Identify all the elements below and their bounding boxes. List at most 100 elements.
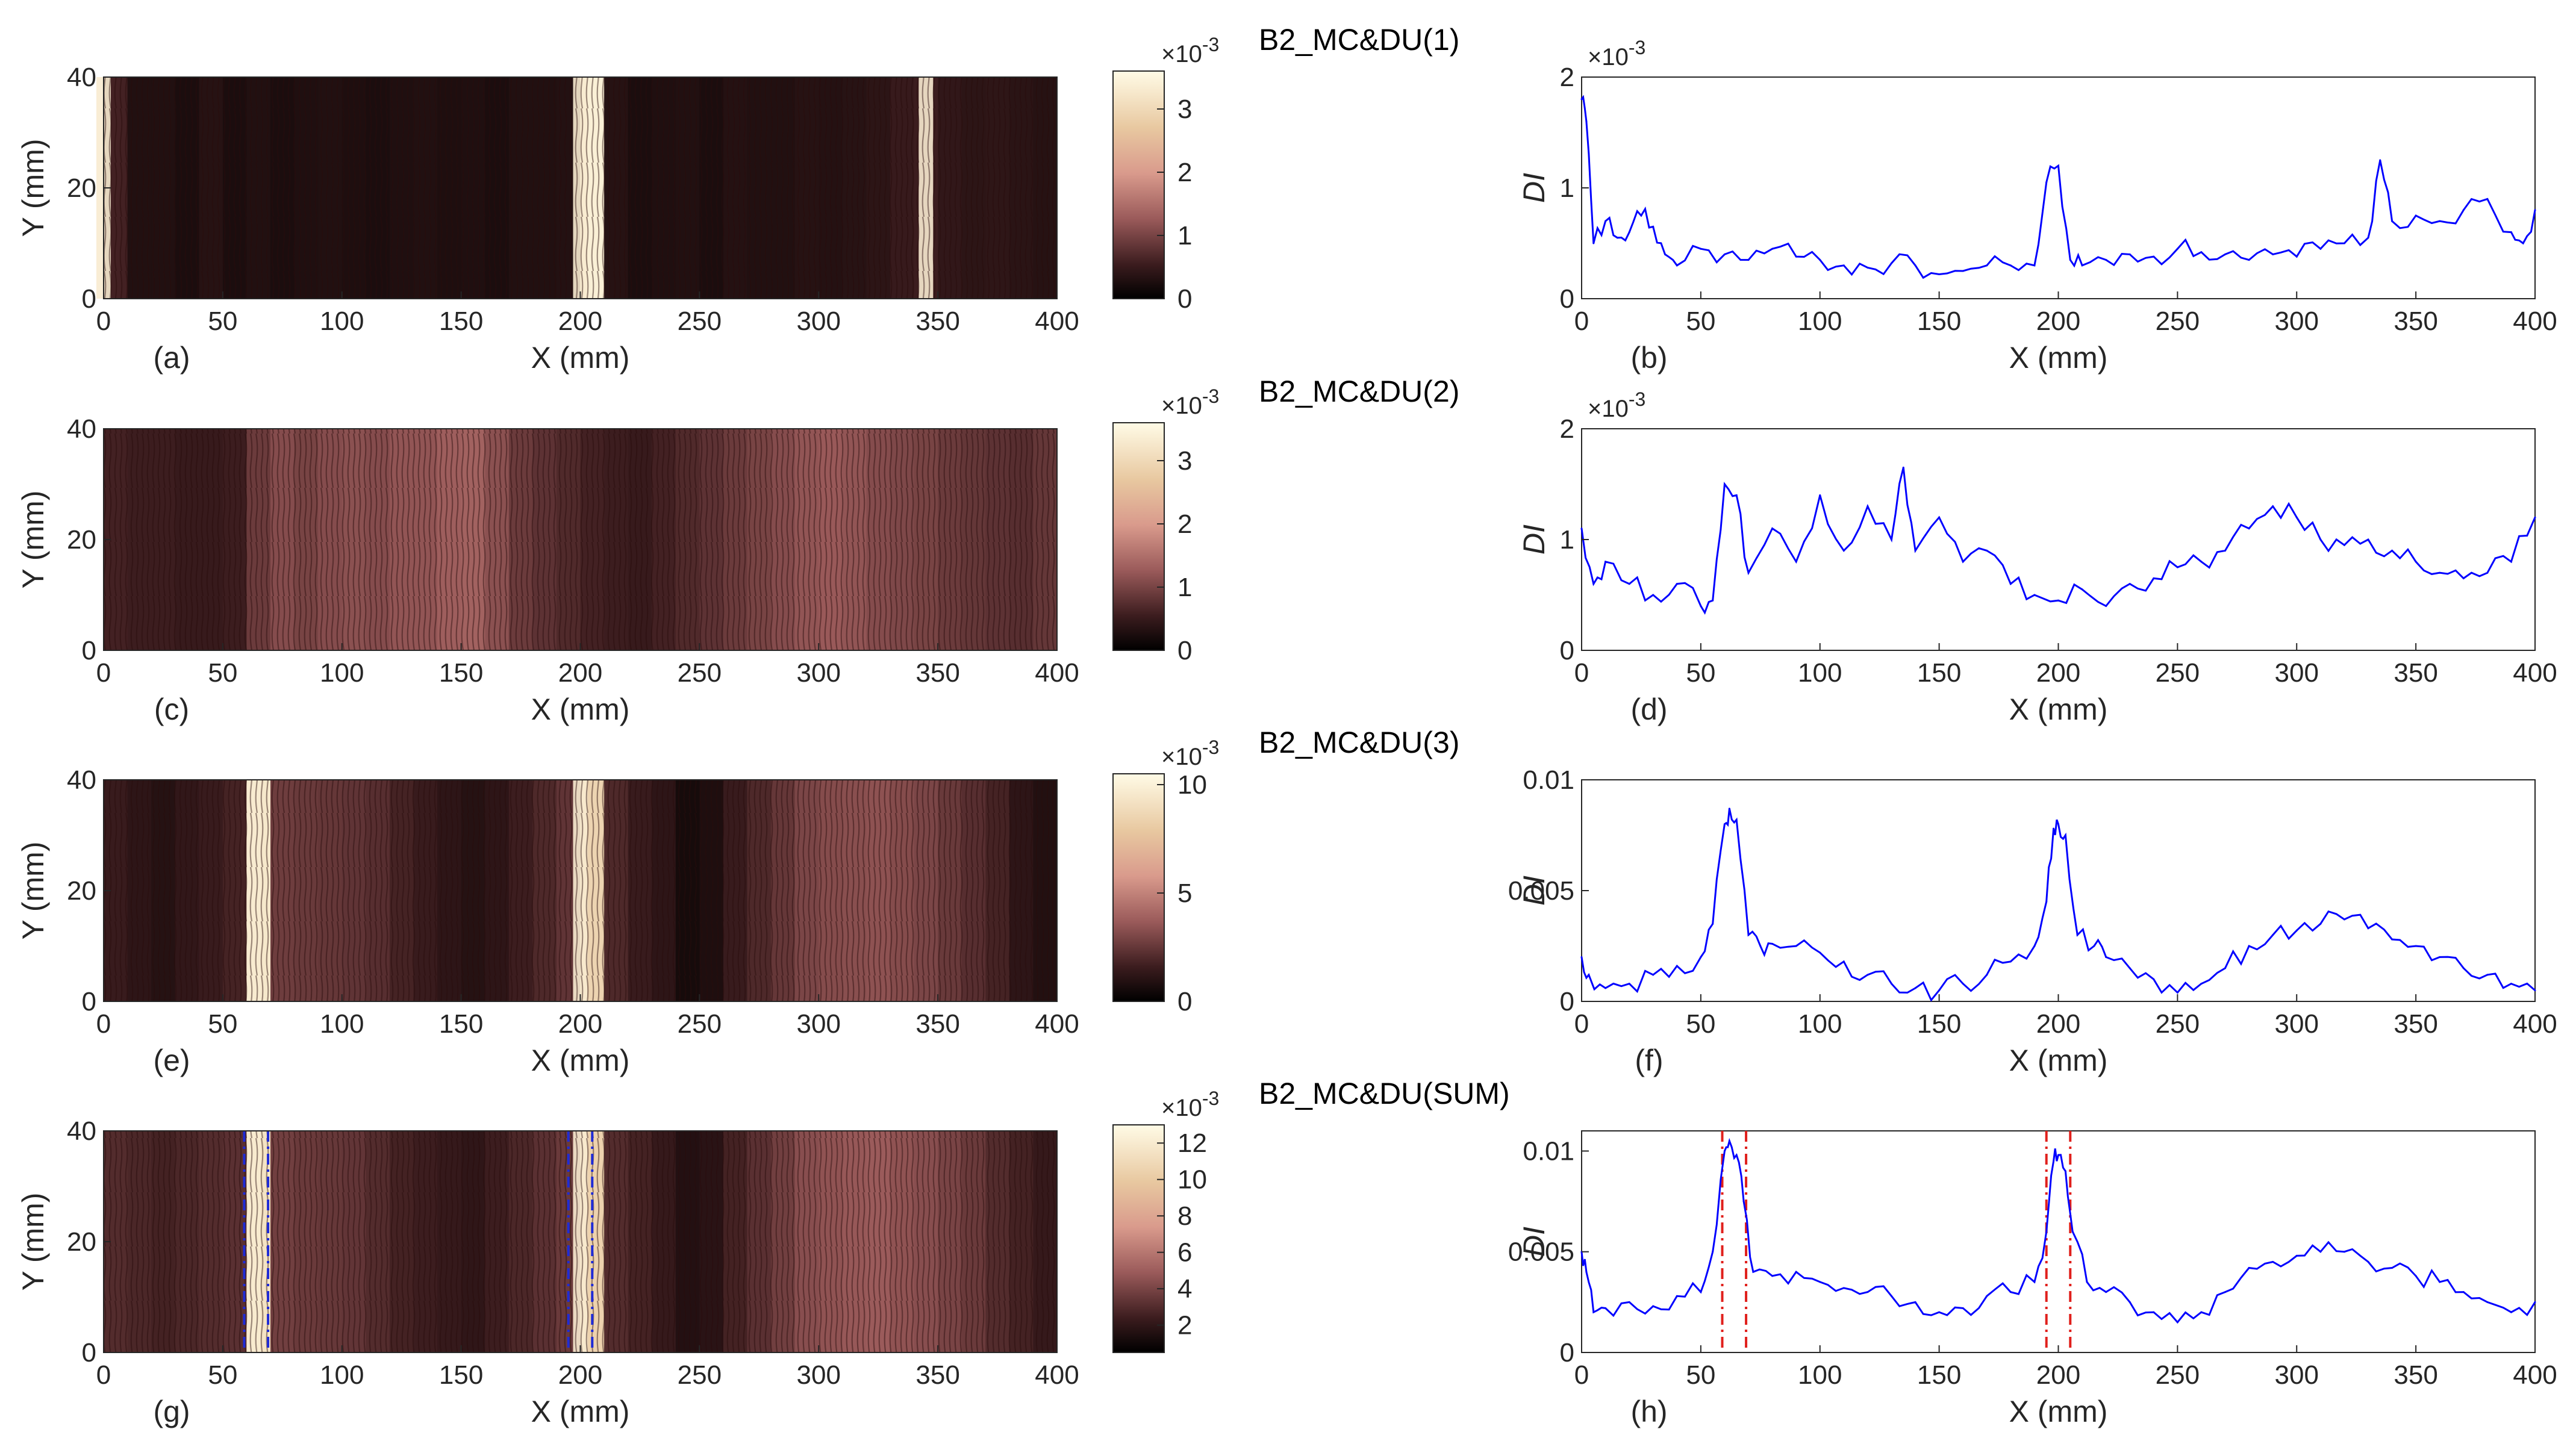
data-point	[2248, 259, 2250, 261]
data-point	[2343, 544, 2345, 546]
heatmap-panel-g: 0 50 100 150 200 250 300 350 400 X (mm) 0 20 40 Y (mm…	[16, 1077, 1510, 1428]
data-point	[1867, 505, 1869, 508]
x-tick-label: 400	[1035, 1360, 1079, 1390]
data-point	[1771, 528, 1774, 530]
colorbar-exponent: ×10-3	[1161, 385, 1219, 419]
x-tick-label: 400	[2513, 1009, 2557, 1039]
y-tick-label: 0.005	[1508, 876, 1574, 906]
x-tick-label: 0	[1574, 1360, 1589, 1390]
data-point	[2391, 220, 2394, 222]
data-point	[2379, 159, 2381, 161]
y-exponent-base: ×10	[1588, 396, 1629, 422]
data-point	[1962, 1307, 1964, 1309]
data-point	[1819, 951, 1821, 954]
data-point	[2153, 978, 2155, 980]
data-point	[1712, 599, 1714, 602]
y-tick-label: 0	[82, 636, 96, 665]
data-point	[1723, 1150, 1726, 1152]
colorbar-tick-label: 3	[1177, 446, 1192, 476]
x-tick-label: 100	[320, 1360, 364, 1390]
data-point	[1819, 259, 1821, 261]
data-point	[1652, 1305, 1654, 1307]
x-tick-label: 100	[320, 1009, 364, 1039]
data-point	[2033, 945, 2036, 947]
y-axis-exponent: ×10-3	[1588, 37, 1645, 70]
data-point	[2319, 247, 2322, 250]
data-point	[2128, 967, 2131, 969]
data-point	[1723, 253, 1726, 255]
data-point	[1700, 605, 1702, 607]
colorbar-tick-label: 6	[1177, 1238, 1192, 1268]
plot-frame	[1581, 428, 2536, 651]
plot-frame	[1581, 1130, 2536, 1353]
data-point	[1723, 483, 1726, 485]
y-exponent-power: -3	[1629, 388, 1645, 410]
data-point	[1795, 561, 1797, 563]
data-point	[1938, 516, 1941, 518]
data-point	[2053, 1160, 2055, 1162]
data-point	[2200, 983, 2203, 985]
x-tick-label: 0	[1574, 658, 1589, 688]
data-point	[2128, 1301, 2131, 1303]
x-tick-label: 200	[558, 307, 602, 336]
data-point	[2415, 945, 2417, 947]
y-axis-exponent: ×10-3	[1588, 388, 1645, 422]
data-point	[2093, 945, 2095, 947]
colorbar-exponent-base: ×10	[1161, 393, 1202, 419]
data-point	[1902, 466, 1904, 468]
colorbar-exponent: ×10-3	[1161, 34, 1219, 67]
chart-title: B2_MC&DU(SUM)	[1259, 1077, 1510, 1110]
data-point	[1728, 1140, 1730, 1142]
data-point	[1986, 1295, 1988, 1297]
data-point	[1628, 231, 1630, 234]
data-point	[2462, 577, 2465, 579]
data-point	[1712, 923, 1714, 925]
data-point	[1592, 1311, 1595, 1313]
data-point	[1628, 1301, 1630, 1303]
y-tick-label: 2	[1560, 63, 1574, 92]
data-point	[2272, 505, 2274, 508]
y-tick-label: 20	[67, 525, 96, 555]
x-tick-label: 300	[797, 1360, 841, 1390]
x-tick-label: 150	[439, 1360, 483, 1390]
x-axis-label: X (mm)	[2009, 1044, 2108, 1077]
x-tick-label: 200	[2036, 1360, 2080, 1390]
data-point	[2105, 1291, 2107, 1293]
data-point	[1914, 264, 1916, 267]
x-tick-label: 250	[678, 307, 722, 336]
data-point	[2462, 209, 2465, 211]
data-point	[1735, 1154, 1738, 1156]
data-point	[2295, 255, 2298, 258]
y-axis-label: Y (mm)	[16, 491, 50, 589]
data-point	[2367, 538, 2369, 541]
data-point	[2391, 1266, 2394, 1269]
data-point	[2176, 566, 2178, 568]
y-tick-label: 0	[82, 284, 96, 314]
data-point	[2064, 1170, 2066, 1172]
data-point	[1747, 934, 1750, 936]
data-point	[2045, 1230, 2048, 1233]
x-axis-label: X (mm)	[531, 341, 630, 375]
data-point	[2367, 237, 2369, 239]
heatmap-texture	[104, 780, 1057, 1001]
data-point	[2534, 516, 2536, 518]
data-point	[2248, 1266, 2250, 1269]
plot-frame	[1581, 779, 2536, 1002]
colorbar-exponent: ×10-3	[1161, 1088, 1219, 1121]
x-axis-label: X (mm)	[531, 692, 630, 726]
y-tick-label: 40	[67, 414, 96, 444]
data-point	[2510, 231, 2512, 234]
data-point	[1938, 989, 1941, 992]
data-point	[2105, 605, 2107, 607]
data-point	[1771, 942, 1774, 945]
x-tick-label: 350	[915, 1360, 959, 1390]
x-tick-label: 350	[915, 1009, 959, 1039]
colorbar-tick-label: 12	[1177, 1128, 1207, 1158]
data-point	[2105, 956, 2107, 958]
data-point	[1771, 247, 1774, 250]
data-point	[1867, 974, 1869, 976]
data-point	[2224, 549, 2227, 552]
panel-label: (d)	[1630, 692, 1667, 726]
data-point	[2272, 1260, 2274, 1263]
panel-label: (a)	[153, 341, 190, 375]
